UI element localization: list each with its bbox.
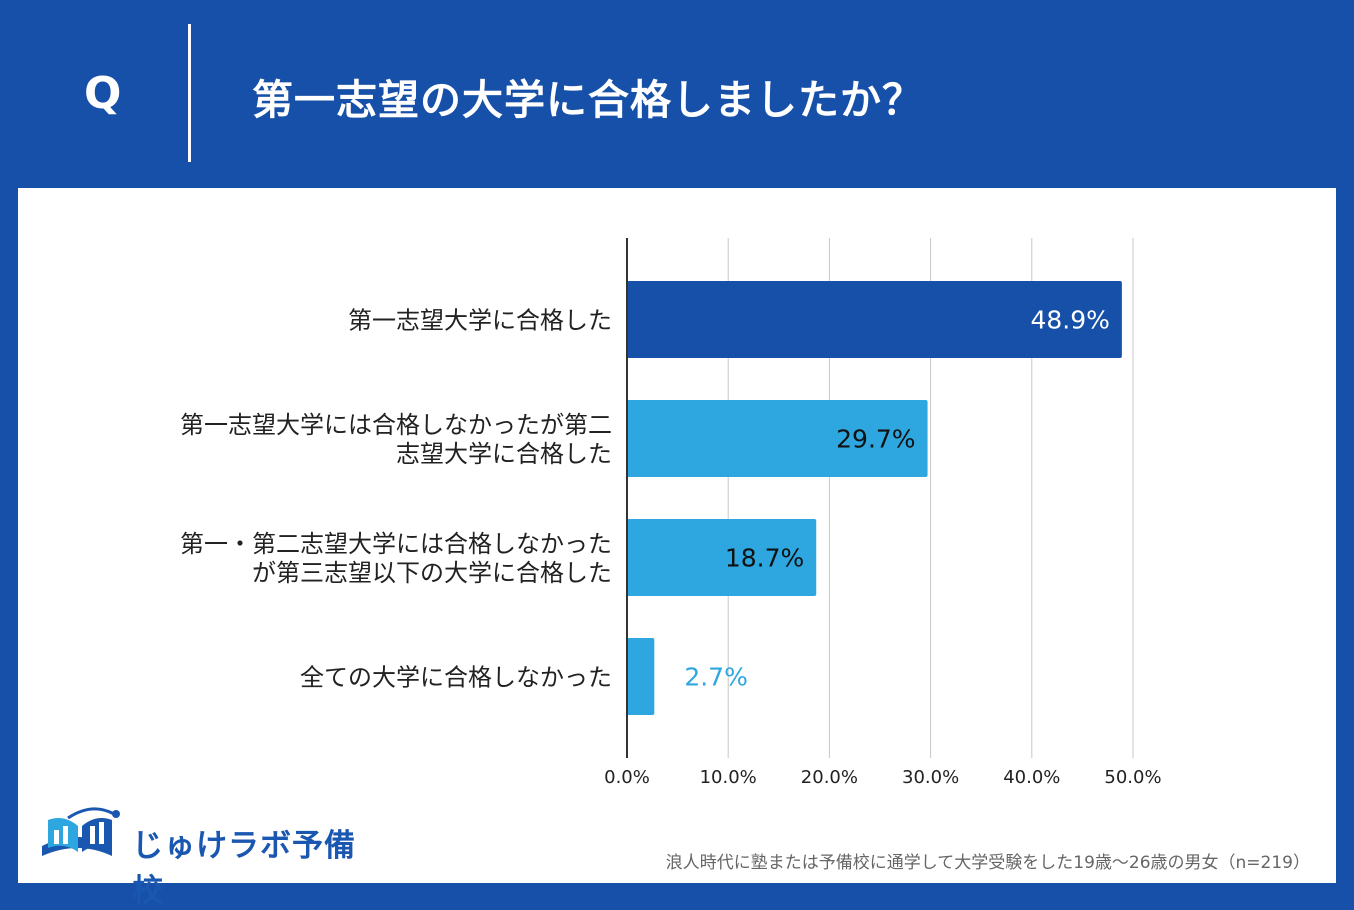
x-tick-label: 30.0% [902, 767, 959, 788]
logo-text: じゅけラボ予備校 [132, 828, 356, 909]
bar-value-label: 18.7% [725, 544, 804, 573]
book-logo-icon [42, 807, 120, 856]
bar [627, 638, 655, 715]
x-tick-label: 50.0% [1104, 767, 1161, 788]
header: Q 第一志望の大学に合格しましたか？ [0, 0, 1354, 188]
x-tick-label: 10.0% [700, 767, 757, 788]
chart-panel: 0.0% 10.0% 20.0% 30.0% 40.0% 50.0% 48.9% 第一志望大学… [18, 188, 1336, 909]
footnote: 浪人時代に塾または予備校に通学して大学受験をした19歳〜26歳の男女（n=219… [665, 853, 1310, 873]
logo: じゅけラボ予備校 [38, 806, 378, 909]
bar [627, 519, 817, 596]
category-label: 第一志望大学には合格しなかったが第二 [180, 411, 612, 439]
bar-value-label: 29.7% [836, 425, 915, 454]
header-divider [188, 24, 191, 162]
category-label: 全ての大学に合格しなかった [300, 664, 612, 692]
bar-chart: 0.0% 10.0% 20.0% 30.0% 40.0% 50.0% 48.9% 第一志望大学… [180, 238, 1162, 788]
x-tick-label: 20.0% [801, 767, 858, 788]
category-label: が第三志望以下の大学に合格した [252, 559, 612, 587]
bar [627, 400, 928, 477]
category-label: 第一・第二志望大学には合格しなかった [180, 530, 612, 558]
category-label: 志望大学に合格した [396, 440, 612, 468]
bar-value-label: 48.9% [1030, 306, 1109, 335]
bar [627, 281, 1122, 358]
bar-value-label: 2.7% [684, 663, 748, 692]
category-label: 第一志望大学に合格した [348, 307, 612, 335]
question-title: 第一志望の大学に合格しましたか？ [252, 76, 924, 124]
question-mark: Q [84, 68, 122, 119]
x-tick-label: 0.0% [604, 767, 650, 788]
x-tick-label: 40.0% [1003, 767, 1060, 788]
